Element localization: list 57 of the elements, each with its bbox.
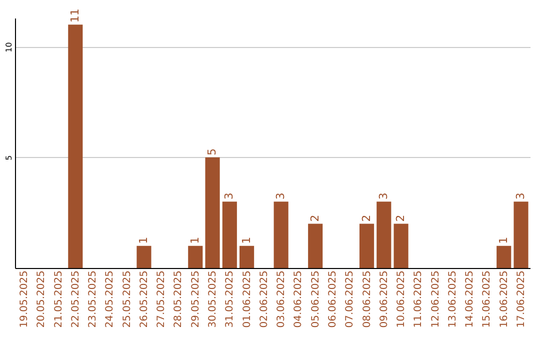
bar xyxy=(359,224,374,268)
x-tick-label: 04.06.2025 xyxy=(293,270,304,328)
x-tick-label: 27.05.2025 xyxy=(156,270,168,328)
data-label: 11 xyxy=(68,8,82,23)
data-label: 5 xyxy=(206,148,219,156)
x-tick-label: 14.06.2025 xyxy=(464,270,476,328)
x-tick-label: 01.06.2025 xyxy=(242,270,253,328)
bar xyxy=(240,246,254,268)
bar xyxy=(68,24,83,268)
y-tick-label: 10 xyxy=(4,42,14,52)
data-label: 2 xyxy=(394,214,408,222)
data-label: 3 xyxy=(222,192,236,200)
x-tick-label: 31.05.2025 xyxy=(224,270,236,328)
x-tick-label: 19.05.2025 xyxy=(19,270,30,328)
x-tick-label: 21.05.2025 xyxy=(53,270,64,328)
x-tick-label: 25.05.2025 xyxy=(122,270,133,328)
x-tick-label: 17.06.2025 xyxy=(516,270,528,328)
x-tick-label: 26.05.2025 xyxy=(138,270,150,328)
data-label: 2 xyxy=(360,214,373,222)
x-tick-label: 24.05.2025 xyxy=(104,270,116,328)
x-tick-label: 22.05.2025 xyxy=(70,270,82,328)
bar xyxy=(514,202,528,268)
data-label: 3 xyxy=(514,192,528,200)
bar xyxy=(376,202,392,268)
x-tick-label: 28.05.2025 xyxy=(173,270,184,328)
x-tick-label: 03.06.2025 xyxy=(276,270,288,328)
data-label: 1 xyxy=(496,236,510,244)
bar xyxy=(205,157,220,268)
data-label: 2 xyxy=(308,214,322,222)
bar xyxy=(136,246,152,268)
x-tick-label: 08.06.2025 xyxy=(362,270,373,328)
data-label: 3 xyxy=(376,192,390,200)
x-tick-label: 13.06.2025 xyxy=(447,270,458,328)
x-tick-label: 12.06.2025 xyxy=(430,270,442,328)
x-tick-label: 20.05.2025 xyxy=(36,270,48,328)
data-label: 1 xyxy=(136,236,150,244)
data-label: 1 xyxy=(240,236,253,244)
x-tick-label: 16.06.2025 xyxy=(498,270,510,328)
bar xyxy=(308,224,323,268)
x-tick-label: 06.06.2025 xyxy=(327,270,338,328)
x-tick-label: 05.06.2025 xyxy=(310,270,322,328)
bar xyxy=(274,202,288,268)
x-tick-label: 11.06.2025 xyxy=(413,270,424,328)
bar xyxy=(222,202,237,268)
x-tick-label: 23.05.2025 xyxy=(88,270,99,328)
x-tick-label: 15.06.2025 xyxy=(482,270,493,328)
x-tick-label: 29.05.2025 xyxy=(190,270,202,328)
bar xyxy=(394,224,408,268)
data-label: 3 xyxy=(274,192,288,200)
x-tick-label: 30.05.2025 xyxy=(208,270,219,328)
data-label: 1 xyxy=(188,236,202,244)
bar xyxy=(496,246,512,268)
x-tick-label: 09.06.2025 xyxy=(378,270,390,328)
x-tick-label: 07.06.2025 xyxy=(344,270,356,328)
x-tick-label: 10.06.2025 xyxy=(396,270,408,328)
bar xyxy=(188,246,203,268)
x-tick-label: 02.06.2025 xyxy=(258,270,270,328)
